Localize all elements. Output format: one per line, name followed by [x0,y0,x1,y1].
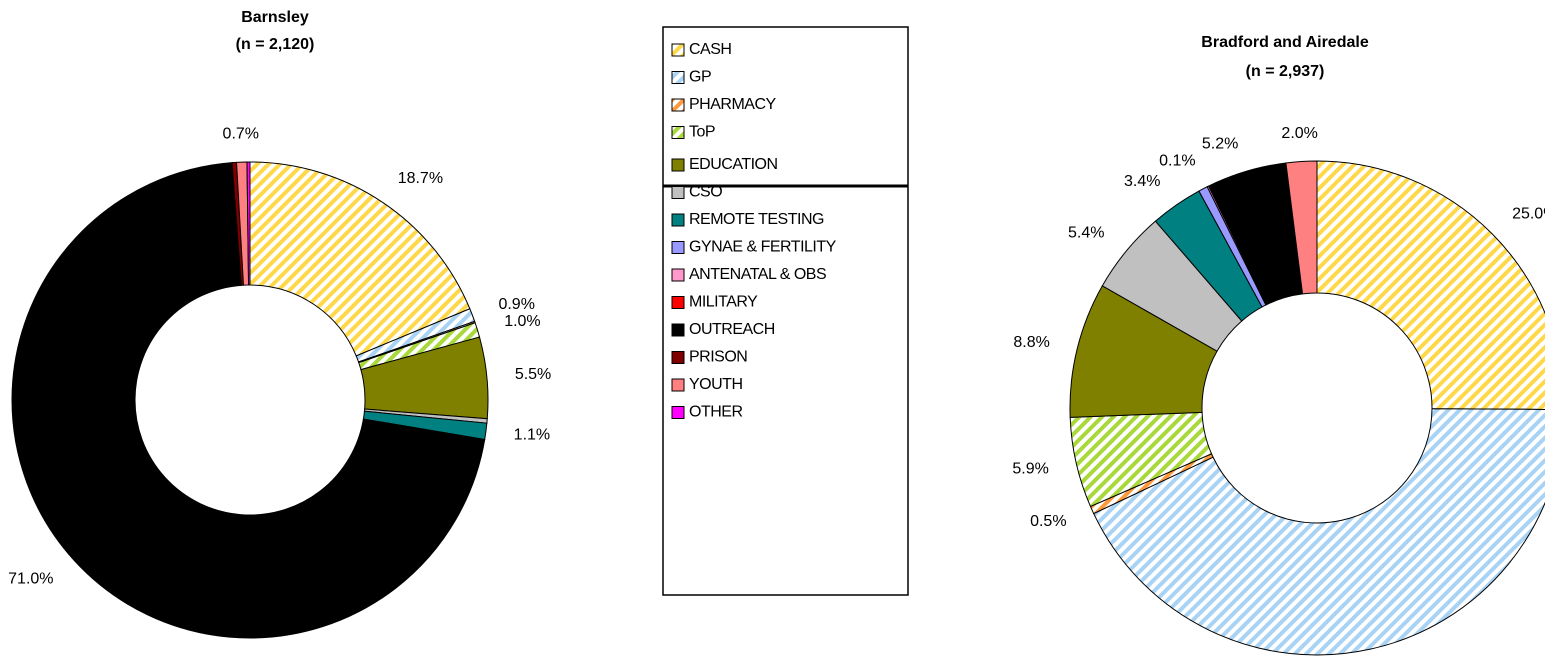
legend-swatch [671,241,685,254]
legend-swatch [671,43,685,57]
data-label: 25.0% [1512,205,1545,222]
data-label: 1.1% [514,426,550,443]
legend-label: OTHER [689,404,743,421]
legend-label: EDUCATION [689,156,778,173]
data-label: 5.9% [1012,460,1048,477]
slice [1316,160,1545,410]
legend-swatch [671,126,685,139]
data-label: 0.9% [498,296,534,313]
legend-label: YOUTH [689,376,743,393]
legend-label: GP [689,69,711,86]
data-label: 2.0% [1281,125,1317,142]
legend-swatch [671,268,685,282]
legend-box [662,26,909,596]
legend-swatch [671,378,685,392]
chart-title: Barnsley [241,9,309,26]
slice [1093,408,1545,656]
legend-swatch [671,71,685,84]
legend-label: PHARMACY [689,96,777,113]
data-label: 3.4% [1124,173,1160,190]
data-label: 8.8% [1013,334,1049,351]
data-label: 71.0% [8,571,53,588]
legend-swatch [671,213,685,227]
legend-swatch [671,296,685,309]
legend-label: PRISON [689,349,747,366]
legend-swatch [671,406,685,419]
data-label: 0.5% [1030,513,1066,530]
chart-title: Bradford and Airedale [1201,34,1369,51]
chart-subtitle: (n = 2,120) [236,36,315,53]
slice [11,162,486,639]
legend-label: CASH [689,41,731,58]
data-label: 1.0% [504,313,540,330]
legend-swatch [671,186,685,199]
data-label: 0.1% [1159,152,1195,169]
legend-label: ANTENATAL & OBS [689,266,826,283]
legend-swatch [671,351,685,364]
slice [1285,160,1318,295]
legend-swatch [671,98,685,112]
legend-label: ToP [689,124,715,141]
legend-label: MILITARY [689,294,758,311]
legend-label: OUTREACH [689,321,775,338]
chart-subtitle: (n = 2,937) [1246,63,1325,80]
legend-label: REMOTE TESTING [689,211,824,228]
slice [246,161,251,286]
data-label: 18.7% [398,170,443,187]
legend-swatch [671,323,685,337]
slice [249,161,471,357]
legend-swatch [671,158,685,172]
legend-label: CSO [689,184,722,201]
data-label: 5.5% [515,366,551,383]
data-label: 0.7% [223,125,259,142]
data-label: 5.2% [1202,136,1238,153]
data-label: 5.4% [1068,225,1104,242]
legend-label: GYNAE & FERTILITY [689,239,837,256]
